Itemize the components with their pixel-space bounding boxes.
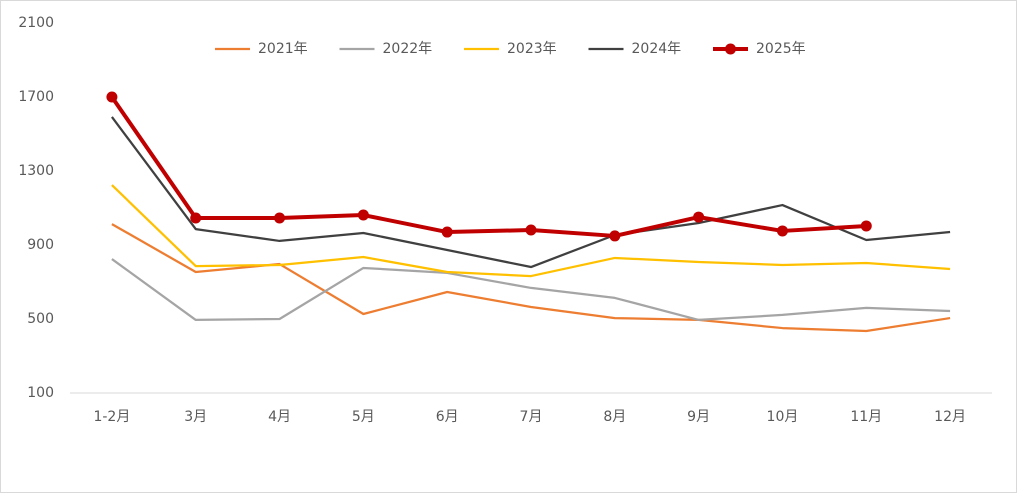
y-tick-label: 900 [27, 237, 54, 253]
series-marker [525, 224, 537, 236]
series-marker [860, 220, 872, 232]
series-line [111, 223, 951, 333]
x-tick-label: 8月 [603, 409, 626, 425]
series-marker [190, 212, 202, 224]
x-tick-label: 4月 [268, 409, 291, 425]
series-marker [106, 91, 118, 103]
x-tick-label: 6月 [436, 409, 459, 425]
x-tick-label: 7月 [520, 409, 543, 425]
x-tick-label: 12月 [934, 409, 966, 425]
series-line [111, 258, 951, 322]
series-marker [693, 211, 705, 223]
legend-label: 2023年 [507, 41, 557, 57]
legend-marker [725, 43, 736, 55]
x-tick-label: 3月 [184, 409, 207, 425]
series-marker [274, 212, 286, 224]
y-tick-label: 1700 [18, 89, 54, 105]
x-tick-label: 10月 [767, 409, 799, 425]
x-tick-label: 5月 [352, 409, 375, 425]
x-tick-label: 1-2月 [93, 409, 130, 425]
series-marker [357, 209, 369, 221]
series-line [111, 184, 951, 278]
y-tick-label: 2100 [18, 15, 54, 31]
y-tick-label: 500 [27, 311, 54, 327]
y-tick-label: 1300 [18, 163, 54, 179]
series-marker [776, 225, 788, 237]
x-tick-label: 9月 [687, 409, 710, 425]
legend-label: 2024年 [632, 41, 682, 57]
x-tick-label: 11月 [850, 409, 882, 425]
legend-label: 2025年 [756, 41, 806, 57]
legend-label: 2022年 [383, 41, 433, 57]
series-marker [441, 226, 453, 238]
series-marker [609, 230, 621, 242]
y-tick-label: 100 [27, 385, 54, 401]
series-line [111, 116, 951, 269]
legend-label: 2021年 [258, 41, 308, 57]
series-line [110, 95, 867, 238]
